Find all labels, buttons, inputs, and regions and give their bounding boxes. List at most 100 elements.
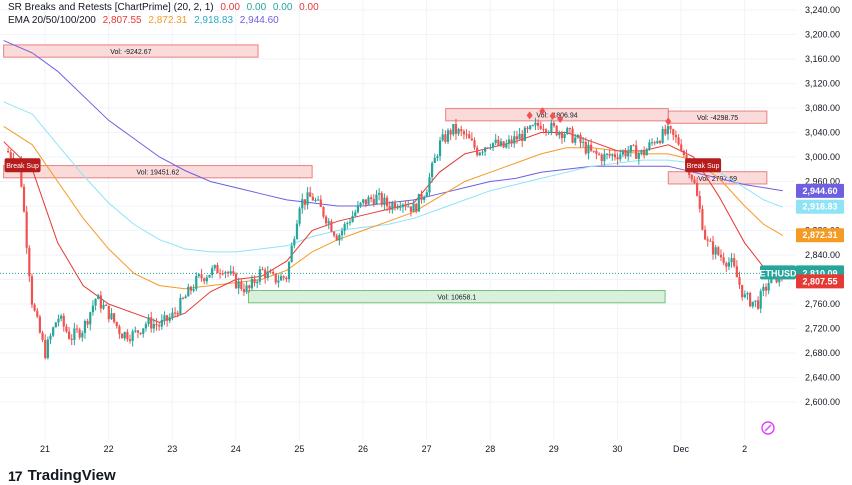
- candle-body: [187, 286, 190, 297]
- tradingview-logo[interactable]: 17 TradingView: [8, 467, 116, 484]
- candle-body: [30, 276, 34, 305]
- candle-body: [433, 157, 436, 163]
- candle-body: [203, 278, 206, 282]
- candle-body: [391, 202, 394, 210]
- candle-body: [269, 271, 272, 273]
- candle-body: [150, 317, 153, 329]
- candle-body: [510, 139, 513, 144]
- tradingview-logo-text: TradingView: [27, 467, 116, 484]
- time-tick-label: 21: [40, 444, 50, 454]
- candle-body: [131, 331, 134, 341]
- support-zone: [248, 290, 666, 304]
- candle-body: [441, 134, 444, 141]
- price-tick-label: 3,080.00: [805, 103, 840, 113]
- candle-body: [245, 285, 248, 293]
- indicator-value: 0.00: [220, 2, 240, 13]
- candle-body: [645, 149, 648, 156]
- candle-body: [9, 152, 12, 159]
- candle-body: [57, 318, 60, 323]
- candle-body: [619, 154, 622, 160]
- candle-body: [272, 272, 275, 274]
- candle-body: [380, 192, 383, 205]
- candle-body: [351, 215, 354, 223]
- candle-body: [582, 141, 585, 143]
- candle-body: [375, 194, 378, 205]
- candle-body: [325, 216, 328, 224]
- candle-body: [52, 327, 55, 336]
- candle-body: [176, 312, 179, 315]
- time-tick-label: 26: [358, 444, 368, 454]
- candle-body: [518, 133, 521, 140]
- candle-body: [627, 151, 630, 157]
- candle-body: [67, 331, 71, 339]
- candle-body: [735, 266, 738, 278]
- zone-volume-label: Vol: -9242.67: [110, 49, 151, 56]
- price-tag: 2,918.83: [796, 199, 844, 214]
- candle-body: [465, 134, 468, 136]
- ema100-line: [3, 101, 783, 253]
- candle-body: [486, 147, 489, 149]
- ema200-line: [3, 40, 783, 207]
- candle-body: [539, 125, 542, 129]
- candle-body: [158, 325, 161, 327]
- price-tick-label: 2,760.00: [805, 299, 840, 309]
- price-tick-label: 3,120.00: [805, 79, 840, 89]
- candle-body: [208, 274, 211, 278]
- candle-body: [192, 288, 195, 291]
- candle-body: [166, 315, 169, 321]
- candle-body: [155, 324, 158, 326]
- alert-icon: [761, 421, 775, 435]
- candle-body: [555, 125, 558, 136]
- candle-body: [703, 229, 707, 240]
- candle-body: [110, 313, 113, 320]
- break-flag-label: Break Sup: [687, 163, 720, 170]
- candle-body: [285, 277, 288, 280]
- candle-body: [674, 134, 678, 138]
- price-tag-label: 2,810.09: [802, 268, 837, 278]
- candle-body: [719, 254, 723, 258]
- candle-body: [478, 152, 481, 156]
- candle-body: [319, 199, 322, 207]
- candle-body: [751, 301, 754, 307]
- price-chart[interactable]: Vol: -9242.67 Vol: 19451.62 Vol: -1806.94 V…: [0, 0, 852, 460]
- candle-body: [473, 140, 476, 148]
- ema-legend: EMA 20/50/100/200 2,807.55 2,872.31 2,91…: [8, 15, 279, 26]
- time-tick-label: 23: [167, 444, 177, 454]
- candle-body: [629, 145, 632, 152]
- candle-body: [690, 174, 693, 180]
- candle-body: [730, 258, 733, 263]
- candle-body: [226, 272, 230, 274]
- candle-body: [256, 281, 259, 284]
- candle-body: [20, 160, 23, 187]
- candle-body: [171, 312, 174, 318]
- zone-volume-label: Vol: -4298.75: [697, 115, 738, 122]
- candle-body: [327, 221, 330, 224]
- candle-body: [420, 193, 423, 200]
- candle-body: [587, 144, 590, 154]
- candle-body: [706, 239, 709, 241]
- price-tick-label: 2,840.00: [805, 250, 840, 260]
- candle-body: [311, 196, 314, 201]
- candle-body: [173, 312, 177, 314]
- candle-body: [552, 122, 556, 126]
- candle-body: [134, 330, 137, 332]
- candle-body: [428, 177, 431, 193]
- candle-body: [534, 122, 537, 126]
- candle-body: [184, 296, 187, 299]
- candle-body: [197, 274, 201, 276]
- candle-body: [449, 130, 452, 135]
- candle-body: [335, 235, 338, 241]
- candle-body: [163, 315, 166, 320]
- candle-body: [407, 206, 410, 208]
- candle-body: [682, 150, 685, 156]
- ema20-value: 2,807.55: [102, 15, 142, 26]
- candle-body: [54, 322, 57, 328]
- alert-icon-mark: [764, 424, 772, 432]
- ema-title: EMA 20/50/100/200: [8, 15, 96, 26]
- candle-body: [415, 203, 418, 212]
- candle-body: [669, 126, 672, 130]
- candle-body: [279, 276, 283, 281]
- retest-diamond: [539, 107, 546, 116]
- candle-body: [179, 297, 182, 315]
- candle-body: [542, 128, 545, 130]
